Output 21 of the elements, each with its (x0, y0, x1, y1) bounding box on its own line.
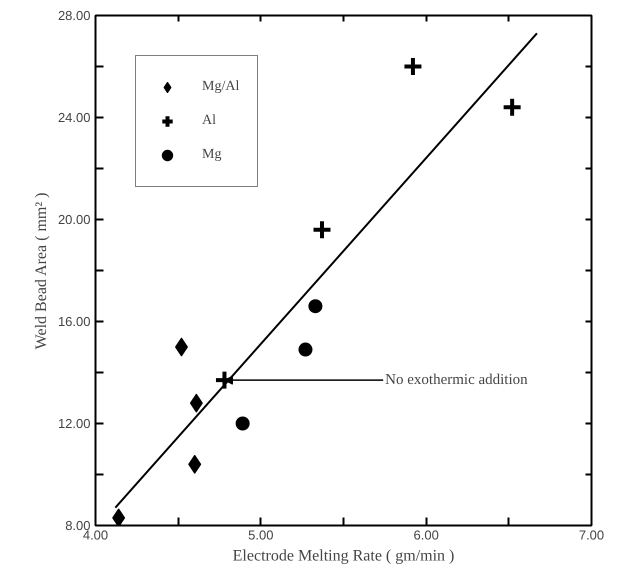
annotation: No exothermic addition (385, 372, 528, 388)
y-axis-title: Weld Bead Area ( mm² ) (32, 192, 50, 350)
y-tick-label: 24.00 (58, 110, 91, 125)
point (112, 508, 126, 526)
x-tick-label: 5.00 (248, 528, 274, 542)
legend-label: Mg/Al (202, 79, 240, 95)
y-tick-label: 28.00 (58, 8, 91, 23)
legend-label: Al (202, 113, 217, 129)
point (174, 338, 188, 356)
point (502, 96, 523, 118)
y-tick-label: 20.00 (58, 212, 91, 227)
point (236, 416, 250, 430)
point (402, 56, 424, 77)
y-tick-label: 16.00 (58, 314, 91, 329)
point (298, 342, 312, 357)
legend-label: Mg (202, 147, 222, 163)
y-tick-label: 12.00 (58, 416, 91, 431)
point (308, 299, 322, 314)
x-axis-title: Electrode Melting Rate ( gm/min ) (232, 548, 454, 564)
x-tick-label: 7.00 (578, 528, 604, 542)
x-tick-label: 6.00 (414, 528, 439, 542)
